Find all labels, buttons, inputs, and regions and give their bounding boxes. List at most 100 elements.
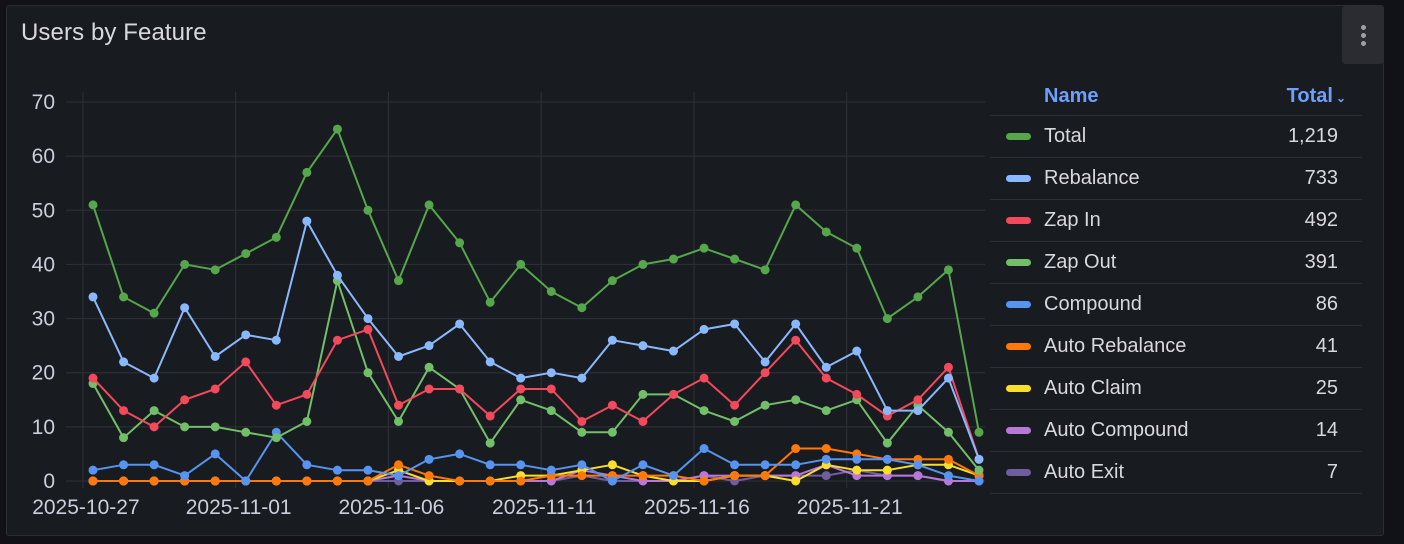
data-point[interactable] [943,427,953,437]
data-point[interactable] [332,465,342,475]
data-point[interactable] [180,422,190,432]
data-point[interactable] [149,476,159,486]
data-point[interactable] [363,465,373,475]
data-point[interactable] [241,357,251,367]
data-point[interactable] [974,465,984,475]
data-point[interactable] [394,416,404,426]
data-point[interactable] [638,460,648,470]
data-point[interactable] [791,335,801,345]
data-point[interactable] [821,362,831,372]
data-point[interactable] [699,243,709,253]
data-point[interactable] [974,476,984,486]
data-point[interactable] [180,303,190,313]
data-point[interactable] [546,465,556,475]
data-point[interactable] [821,406,831,416]
data-point[interactable] [974,454,984,464]
data-point[interactable] [882,465,892,475]
data-point[interactable] [210,265,220,275]
data-point[interactable] [516,259,526,269]
data-point[interactable] [485,438,495,448]
data-point[interactable] [210,476,220,486]
data-point[interactable] [394,400,404,410]
data-point[interactable] [546,384,556,394]
data-point[interactable] [424,471,434,481]
data-point[interactable] [332,124,342,134]
data-point[interactable] [607,400,617,410]
data-point[interactable] [332,476,342,486]
data-point[interactable] [943,471,953,481]
data-point[interactable] [149,422,159,432]
data-point[interactable] [546,368,556,378]
data-point[interactable] [119,406,129,416]
legend-header-name[interactable]: Name [1044,84,1099,107]
data-point[interactable] [241,476,251,486]
data-point[interactable] [516,460,526,470]
data-point[interactable] [607,335,617,345]
data-point[interactable] [607,460,617,470]
data-point[interactable] [821,471,831,481]
data-point[interactable] [577,303,587,313]
data-point[interactable] [607,427,617,437]
data-point[interactable] [119,292,129,302]
data-point[interactable] [241,330,251,340]
data-point[interactable] [516,476,526,486]
series-compound[interactable] [88,427,984,486]
data-point[interactable] [424,454,434,464]
data-point[interactable] [638,389,648,399]
data-point[interactable] [821,227,831,237]
data-point[interactable] [760,357,770,367]
data-point[interactable] [791,444,801,454]
data-point[interactable] [699,406,709,416]
data-point[interactable] [577,427,587,437]
data-point[interactable] [271,232,281,242]
data-point[interactable] [882,406,892,416]
data-point[interactable] [760,471,770,481]
data-point[interactable] [852,243,862,253]
data-point[interactable] [88,292,98,302]
data-point[interactable] [730,460,740,470]
data-point[interactable] [821,373,831,383]
data-point[interactable] [791,200,801,210]
data-point[interactable] [668,346,678,356]
data-point[interactable] [302,167,312,177]
data-point[interactable] [668,389,678,399]
data-point[interactable] [730,400,740,410]
data-point[interactable] [821,454,831,464]
data-point[interactable] [913,471,923,481]
data-point[interactable] [210,449,220,459]
legend-row[interactable]: Total 1,219 [990,116,1362,158]
data-point[interactable] [210,384,220,394]
data-point[interactable] [455,384,465,394]
data-point[interactable] [730,254,740,264]
data-point[interactable] [852,389,862,399]
data-point[interactable] [424,362,434,372]
data-point[interactable] [882,314,892,324]
data-point[interactable] [119,460,129,470]
data-point[interactable] [638,416,648,426]
data-point[interactable] [485,460,495,470]
data-point[interactable] [363,314,373,324]
data-point[interactable] [119,476,129,486]
data-point[interactable] [852,454,862,464]
data-point[interactable] [943,265,953,275]
data-point[interactable] [119,357,129,367]
data-point[interactable] [943,373,953,383]
data-point[interactable] [485,297,495,307]
data-point[interactable] [363,476,373,486]
data-point[interactable] [668,254,678,264]
data-point[interactable] [730,416,740,426]
data-point[interactable] [302,216,312,226]
data-point[interactable] [760,400,770,410]
data-point[interactable] [302,460,312,470]
data-point[interactable] [119,433,129,443]
data-point[interactable] [271,335,281,345]
data-point[interactable] [88,465,98,475]
data-point[interactable] [180,471,190,481]
data-point[interactable] [791,460,801,470]
data-point[interactable] [241,249,251,259]
data-point[interactable] [332,270,342,280]
data-point[interactable] [363,368,373,378]
data-point[interactable] [668,471,678,481]
data-point[interactable] [577,373,587,383]
data-point[interactable] [913,292,923,302]
